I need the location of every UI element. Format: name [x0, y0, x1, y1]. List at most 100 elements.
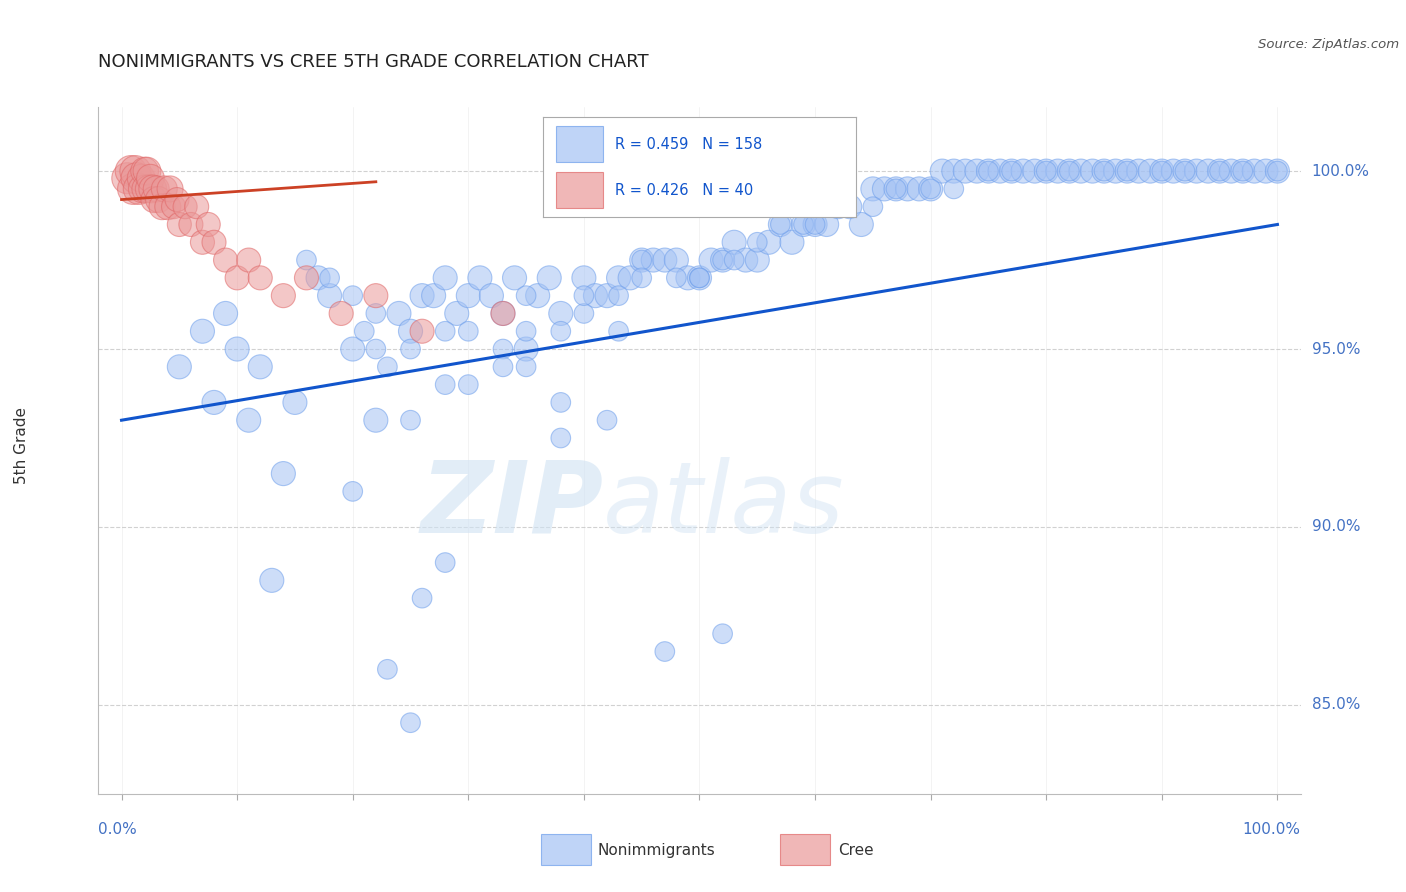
Point [688, 271, 710, 285]
Point [422, 288, 444, 302]
Point [330, 306, 353, 320]
Point [150, 200, 173, 214]
Point [434, 324, 457, 338]
Point [596, 288, 619, 302]
Point [145, 182, 167, 196]
Point [273, 288, 295, 302]
Point [159, 182, 181, 196]
Point [1232, 164, 1254, 178]
Point [538, 271, 561, 285]
Point [364, 288, 387, 302]
Point [827, 200, 849, 214]
Point [526, 288, 548, 302]
Point [1081, 164, 1104, 178]
Point [607, 288, 630, 302]
Point [711, 253, 734, 268]
Point [572, 306, 595, 320]
Point [492, 306, 515, 320]
Point [377, 359, 399, 374]
Point [1150, 164, 1173, 178]
Point [457, 377, 479, 392]
Point [399, 715, 422, 730]
Point [226, 271, 249, 285]
Point [550, 324, 572, 338]
Point [353, 324, 375, 338]
Point [711, 253, 734, 268]
Point [654, 253, 676, 268]
Point [120, 164, 142, 178]
Point [191, 324, 214, 338]
Point [676, 271, 699, 285]
Point [1116, 164, 1139, 178]
Point [481, 288, 503, 302]
Text: NONIMMIGRANTS VS CREE 5TH GRADE CORRELATION CHART: NONIMMIGRANTS VS CREE 5TH GRADE CORRELAT… [98, 54, 650, 71]
Point [142, 182, 165, 196]
Point [643, 253, 665, 268]
Point [318, 288, 340, 302]
Point [1035, 164, 1057, 178]
Point [665, 253, 688, 268]
Point [174, 200, 197, 214]
Point [1174, 164, 1197, 178]
Point [131, 182, 153, 196]
Point [273, 467, 295, 481]
Point [654, 644, 676, 658]
Point [747, 253, 769, 268]
Point [411, 288, 433, 302]
Point [125, 171, 148, 186]
Point [457, 324, 479, 338]
Point [1139, 164, 1161, 178]
Point [122, 182, 145, 196]
Point [411, 324, 433, 338]
Point [515, 324, 537, 338]
Point [1024, 164, 1046, 178]
Point [134, 164, 156, 178]
Point [630, 271, 652, 285]
Point [364, 306, 387, 320]
Point [468, 271, 491, 285]
Point [607, 271, 630, 285]
Point [202, 395, 225, 409]
Point [377, 662, 399, 676]
Point [492, 306, 515, 320]
Point [607, 324, 630, 338]
Point [186, 200, 208, 214]
Point [129, 171, 152, 186]
Point [550, 395, 572, 409]
Point [1208, 164, 1230, 178]
Point [492, 359, 515, 374]
Point [457, 288, 479, 302]
Text: ZIP: ZIP [420, 457, 603, 554]
Point [884, 182, 907, 196]
Point [1104, 164, 1126, 178]
Point [873, 182, 896, 196]
Text: atlas: atlas [603, 457, 845, 554]
Point [238, 253, 260, 268]
Point [572, 288, 595, 302]
Point [1059, 164, 1081, 178]
Point [1150, 164, 1173, 178]
Text: 100.0%: 100.0% [1312, 163, 1369, 178]
Point [142, 193, 165, 207]
Point [1232, 164, 1254, 178]
Point [153, 182, 176, 196]
Point [295, 253, 318, 268]
Point [747, 235, 769, 250]
Point [838, 200, 860, 214]
Point [896, 182, 918, 196]
Point [630, 253, 652, 268]
Point [804, 218, 827, 232]
Point [711, 626, 734, 640]
Point [815, 218, 838, 232]
Text: Cree: Cree [838, 843, 873, 857]
Point [688, 271, 710, 285]
Point [399, 413, 422, 427]
Text: 0.0%: 0.0% [98, 822, 138, 837]
Point [515, 359, 537, 374]
Point [180, 218, 202, 232]
Point [769, 218, 792, 232]
Point [138, 182, 160, 196]
Point [942, 164, 965, 178]
Point [723, 235, 745, 250]
Point [515, 288, 537, 302]
